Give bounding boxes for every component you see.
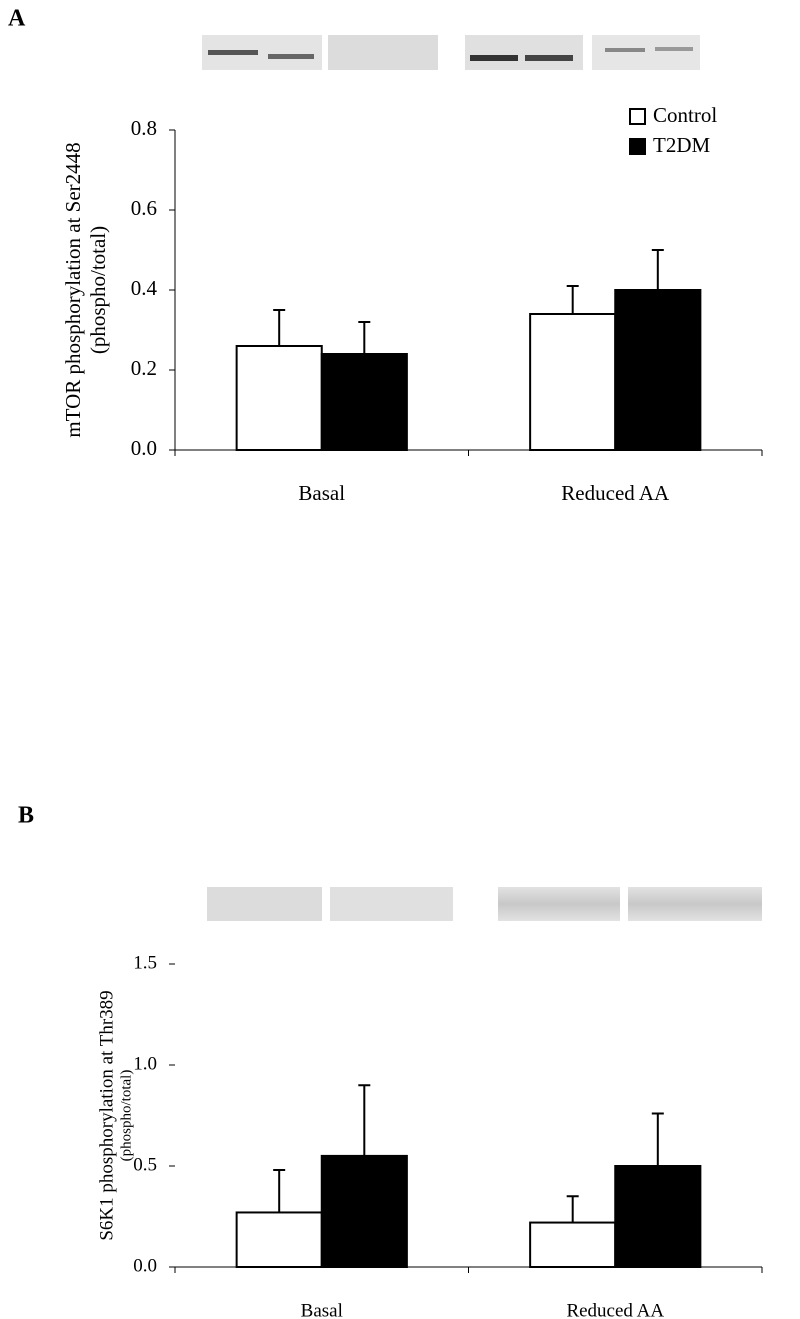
bar [235,1211,323,1268]
x-tick-label: Basal [301,1300,343,1319]
error-bar [358,1084,371,1156]
x-tick-label: Reduced AA [561,481,670,505]
x-tick-label: Reduced AA [566,1300,664,1319]
bar [235,345,323,451]
legend-swatch [629,108,646,125]
y-tick-label: 1.5 [133,952,157,973]
x-tick-label: Basal [298,481,345,505]
bar [320,353,408,451]
y-axis-sublabel: (phospho/total) [118,1070,134,1162]
y-axis-label: mTOR phosphorylation at Ser2448 [61,142,85,437]
y-axis-label: S6K1 phosphorylation at Thr389 [96,990,117,1240]
error-bar [273,309,286,346]
y-tick-label: 0.5 [133,1154,157,1175]
legend-swatch [629,138,646,155]
panel-label: A [8,6,26,32]
error-bar [358,321,371,354]
y-tick-label: 0.0 [133,1255,157,1276]
error-bar [566,285,579,314]
y-axis-sublabel: (phospho/total) [86,226,110,354]
y-tick-label: 0.6 [131,196,157,220]
y-tick-label: 0.8 [131,116,157,140]
blots-a [202,35,700,70]
bar [529,1221,617,1269]
bar [614,1165,702,1268]
bar [529,313,617,451]
error-bar [651,1112,664,1166]
error-bar [273,1169,286,1213]
legend-label: T2DM [653,133,710,157]
y-tick-label: 0.2 [131,356,157,380]
y-tick-label: 0.0 [131,436,157,460]
y-tick-label: 1.0 [133,1053,157,1074]
error-bar [566,1195,579,1223]
panel-label: B [18,803,34,829]
bar [320,1154,408,1269]
error-bar [651,249,664,290]
legend-label: Control [653,103,717,127]
y-tick-label: 0.4 [131,276,158,300]
blots-b [207,887,762,921]
bar [614,289,702,451]
